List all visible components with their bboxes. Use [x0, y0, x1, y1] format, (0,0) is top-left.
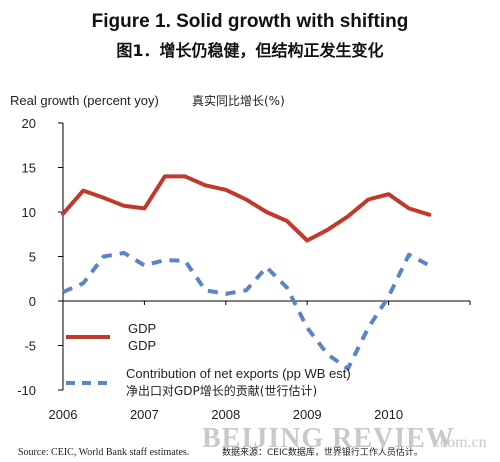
x-tick-label: 2007 [130, 407, 159, 422]
legend-netexp-label-cn: 净出口对GDP增长的贡献(世行估计) [126, 383, 317, 398]
x-tick-label: 2006 [49, 407, 78, 422]
source-note: Source: CEIC, World Bank staff estimates… [18, 447, 189, 458]
y-tick-label: -5 [24, 339, 36, 354]
y-axis-label-cn: 真实同比增长(%) [192, 93, 285, 108]
series-line-net-exports [62, 250, 431, 371]
x-tick-label: 2008 [211, 407, 240, 422]
watermark: BEIJING REVIEW [202, 423, 455, 454]
legend-gdp-label-cn: GDP [128, 338, 156, 353]
y-tick-label: 20 [22, 116, 36, 131]
y-tick-label: 5 [29, 250, 36, 265]
x-tick-labels: 2006 2007 2008 2009 2010 [49, 407, 404, 422]
x-tick-label: 2009 [293, 407, 322, 422]
y-tick-label: -10 [17, 383, 36, 398]
x-tick-label: 2010 [374, 407, 403, 422]
legend-gdp-label: GDP [128, 321, 156, 336]
y-tick-label: 15 [22, 161, 36, 176]
legend: GDP GDP Contribution of net exports (pp … [66, 321, 351, 398]
series-line-gdp [61, 174, 432, 243]
series-layer [61, 174, 432, 371]
chart-axes [58, 122, 471, 391]
watermark-suffix: .com.cn [436, 434, 487, 451]
y-tick-label: 0 [29, 294, 36, 309]
y-tick-label: 10 [22, 205, 36, 220]
legend-netexp-label: Contribution of net exports (pp WB est) [126, 366, 351, 381]
y-axis-label: Real growth (percent yoy) [10, 93, 159, 108]
chart-title: Figure 1. Solid growth with shifting [92, 11, 409, 32]
chart-subtitle: 图1．增长仍稳健，但结构正发生变化 [116, 41, 383, 60]
y-tick-labels: -10 -5 0 5 10 15 20 [17, 116, 36, 398]
source-note-cn: 数据来源：CEIC数据库，世界银行工作人员估计。 [222, 446, 423, 458]
